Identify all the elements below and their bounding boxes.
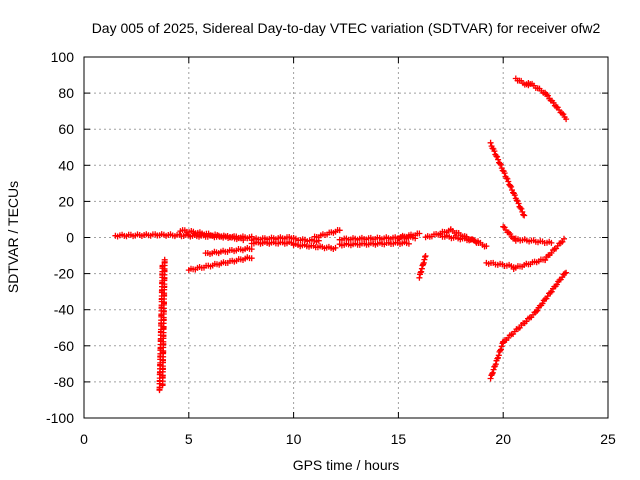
data-point	[498, 346, 504, 353]
x-tick-label: 25	[600, 431, 616, 447]
data-point	[561, 270, 568, 277]
data-point	[559, 274, 566, 281]
data-point	[515, 200, 522, 207]
x-tick-label: 20	[495, 431, 511, 447]
y-tick-label: 80	[58, 85, 74, 101]
data-point	[332, 244, 339, 251]
data-point	[558, 110, 565, 117]
chart-title: Day 005 of 2025, Sidereal Day-to-day VTE…	[92, 20, 601, 36]
data-point	[519, 208, 526, 215]
data-point	[521, 212, 528, 219]
y-tick-label: 0	[66, 230, 74, 246]
data-point	[539, 300, 546, 307]
data-point	[494, 153, 501, 160]
data-point	[240, 237, 247, 244]
data-point	[517, 204, 524, 211]
data-point	[487, 139, 494, 146]
data-point	[544, 293, 551, 300]
data-point	[248, 255, 255, 262]
data-point	[563, 269, 570, 276]
data-point	[405, 240, 412, 247]
data-point	[489, 369, 496, 376]
data-point	[491, 148, 498, 155]
y-axis-label: SDTVAR / TECUs	[5, 181, 21, 293]
y-tick-label: -100	[46, 410, 74, 426]
data-point	[336, 227, 343, 234]
data-point	[496, 160, 503, 167]
y-tick-label: 60	[58, 121, 74, 137]
y-tick-label: 40	[58, 157, 74, 173]
data-point	[533, 308, 539, 315]
data-point	[422, 253, 429, 259]
data-point	[553, 281, 560, 288]
y-tick-label: -40	[54, 302, 74, 318]
data-point	[495, 156, 502, 163]
data-point	[490, 366, 497, 373]
data-point	[418, 268, 425, 275]
data-point	[248, 246, 255, 253]
data-point	[498, 343, 505, 350]
data-point	[511, 192, 518, 199]
data-point	[489, 371, 496, 377]
y-tick-label: 20	[58, 193, 74, 209]
y-tick-label: -80	[54, 374, 74, 390]
data-point	[493, 153, 500, 159]
data-point	[548, 239, 555, 246]
data-point	[513, 197, 520, 204]
data-point	[483, 243, 490, 250]
data-point	[503, 175, 510, 182]
x-tick-label: 0	[80, 431, 88, 447]
data-point	[563, 116, 570, 123]
data-point	[505, 178, 512, 185]
x-tick-label: 15	[391, 431, 407, 447]
data-point	[507, 182, 514, 189]
data-point	[495, 352, 502, 359]
y-tick-label: -20	[54, 266, 74, 282]
data-point	[520, 211, 527, 218]
data-point	[561, 235, 567, 242]
data-point	[500, 223, 507, 230]
data-points	[112, 75, 570, 394]
y-tick-label: -60	[54, 338, 74, 354]
data-point	[416, 230, 423, 237]
data-point	[494, 355, 501, 362]
x-tick-label: 5	[185, 431, 193, 447]
grid	[84, 57, 608, 418]
data-point	[497, 161, 504, 168]
x-axis-label: GPS time / hours	[293, 457, 400, 473]
data-point	[508, 183, 515, 190]
data-point	[492, 361, 499, 368]
data-point	[161, 256, 168, 263]
data-point	[548, 288, 555, 295]
data-point	[501, 170, 508, 177]
data-point	[497, 347, 504, 354]
data-point	[487, 375, 494, 382]
data-point	[534, 307, 541, 314]
data-point	[420, 261, 427, 268]
data-point	[547, 289, 554, 296]
data-point	[475, 238, 481, 245]
axis-ticks: 0 5 10 15 20 25 -100 -80 -60 -40 -20 0 20 40 60 80 100	[46, 49, 616, 447]
x-tick-label: 10	[286, 431, 302, 447]
data-point	[518, 205, 525, 212]
y-tick-label: 100	[51, 49, 75, 65]
